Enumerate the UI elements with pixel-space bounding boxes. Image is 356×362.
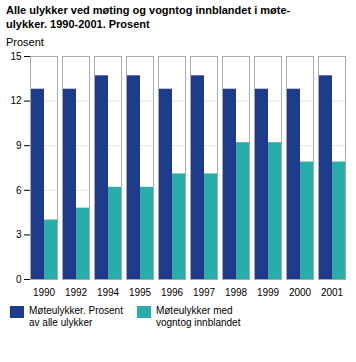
svg-text:1997: 1997 bbox=[193, 286, 216, 297]
svg-text:3: 3 bbox=[16, 229, 22, 240]
html-text:Prosent: Prosent bbox=[6, 35, 44, 48]
svg-text:1990: 1990 bbox=[33, 286, 56, 297]
html-text:Møteulykker. Prosent av alle u: Møteulykker. Prosent av alle ulykker bbox=[29, 304, 123, 328]
svg-text:1996: 1996 bbox=[161, 286, 184, 297]
html-text:Møteulykker med vogntog innbla: Møteulykker med vogntog innblandet bbox=[155, 304, 241, 328]
svg-text:1999: 1999 bbox=[257, 286, 280, 297]
svg-text:9: 9 bbox=[16, 139, 22, 150]
svg-text:1994: 1994 bbox=[97, 286, 120, 297]
svg-text:1992: 1992 bbox=[65, 286, 88, 297]
html-text:Alle ulykker ved møting og vog: Alle ulykker ved møting og vogntog innbl… bbox=[6, 4, 291, 30]
svg-text:2001: 2001 bbox=[321, 286, 344, 297]
svg-text:6: 6 bbox=[16, 184, 22, 195]
svg-text:1998: 1998 bbox=[225, 286, 248, 297]
svg-text:12: 12 bbox=[10, 95, 22, 106]
svg-text:0: 0 bbox=[16, 273, 22, 284]
svg-text:1995: 1995 bbox=[129, 286, 152, 297]
svg-text:15: 15 bbox=[10, 50, 22, 61]
svg-text:2000: 2000 bbox=[289, 286, 312, 297]
